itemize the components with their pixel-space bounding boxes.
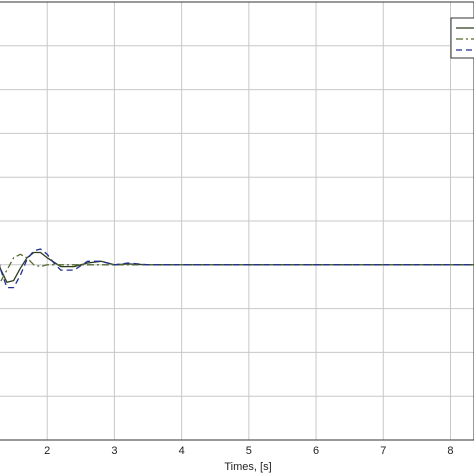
x-tick-label: 6 [313, 445, 319, 457]
x-tick-label: 4 [179, 445, 185, 457]
y-gridlines [0, 45, 474, 397]
series-lines [0, 248, 474, 289]
x-tick-label: 8 [447, 445, 453, 457]
x-tick-label: 5 [246, 445, 252, 457]
plot-frame [0, 1, 474, 441]
series-line-solid [0, 251, 474, 283]
legend [450, 17, 474, 59]
x-tick-label: 3 [111, 445, 117, 457]
x-tick-labels: 2 3 4 5 6 7 8 [44, 445, 453, 457]
legend-box [450, 17, 474, 59]
series-line-dashed [0, 248, 474, 289]
x-tick-label: 7 [380, 445, 386, 457]
x-axis-label: Times, [s] [224, 461, 271, 473]
x-tick-label: 2 [44, 445, 50, 457]
series-line-dashdot [0, 253, 474, 283]
